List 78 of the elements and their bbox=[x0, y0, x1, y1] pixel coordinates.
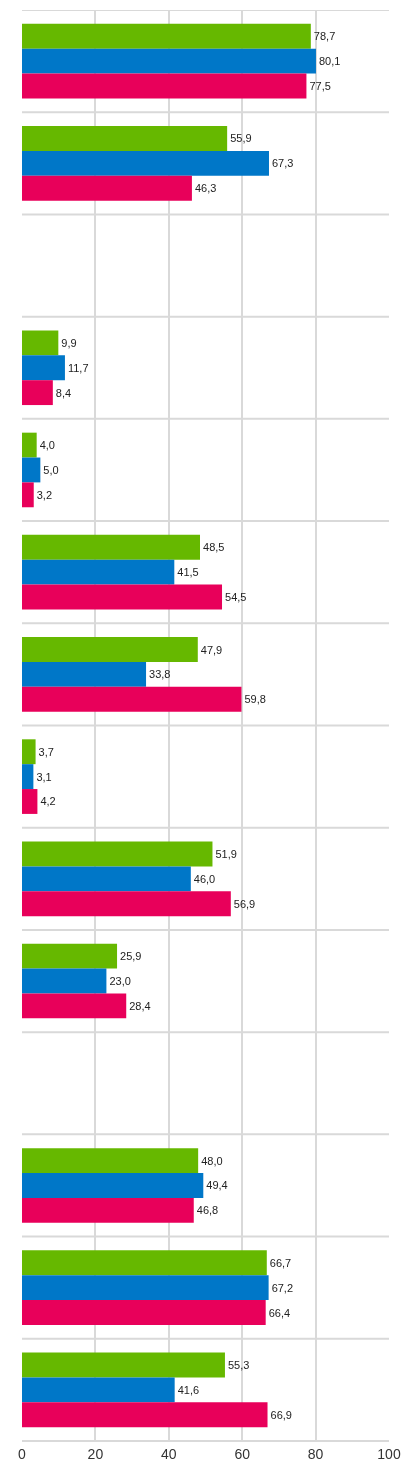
data-label: 77,5 bbox=[309, 79, 331, 92]
x-tick-label: 40 bbox=[161, 1445, 177, 1462]
data-label: 78,7 bbox=[313, 30, 336, 43]
bar bbox=[22, 1300, 266, 1325]
data-label: 56,9 bbox=[233, 897, 256, 910]
data-label: 3,7 bbox=[38, 745, 54, 758]
data-label: 41,5 bbox=[177, 566, 199, 579]
data-label: 67,3 bbox=[271, 157, 294, 170]
bar bbox=[22, 661, 147, 687]
data-label: 59,8 bbox=[244, 693, 266, 706]
data-label: 46,8 bbox=[196, 1204, 219, 1217]
bar bbox=[22, 534, 200, 560]
data-label: 48,5 bbox=[203, 541, 225, 554]
bar bbox=[22, 968, 107, 994]
data-label: 46,3 bbox=[194, 182, 217, 195]
data-label: 4,0 bbox=[39, 439, 55, 452]
data-label: 5,0 bbox=[43, 463, 59, 476]
bar bbox=[22, 73, 307, 99]
x-tick-label: 100 bbox=[377, 1445, 401, 1462]
data-label: 48,0 bbox=[201, 1154, 223, 1167]
data-label: 3,1 bbox=[36, 770, 52, 783]
bar bbox=[22, 559, 175, 585]
bar bbox=[22, 891, 231, 917]
data-label: 51,9 bbox=[215, 847, 237, 860]
bar bbox=[22, 686, 242, 712]
data-label: 67,2 bbox=[271, 1281, 294, 1294]
bar bbox=[22, 584, 223, 610]
x-tick-label: 60 bbox=[234, 1445, 251, 1462]
bar bbox=[22, 1377, 175, 1403]
bar bbox=[22, 432, 37, 458]
bar bbox=[22, 1250, 267, 1276]
data-label: 66,7 bbox=[269, 1256, 292, 1269]
bar bbox=[22, 1173, 204, 1198]
bar bbox=[22, 23, 311, 49]
bar bbox=[22, 943, 118, 969]
data-label: 4,2 bbox=[40, 795, 56, 808]
data-label: 25,9 bbox=[120, 950, 142, 963]
data-label: 8,4 bbox=[55, 386, 72, 399]
data-label: 66,9 bbox=[270, 1408, 292, 1421]
bar bbox=[22, 457, 41, 483]
bar bbox=[22, 48, 316, 74]
bar bbox=[22, 330, 59, 356]
data-label: 80,1 bbox=[318, 55, 341, 68]
x-tick-label: 0 bbox=[18, 1445, 27, 1462]
bar bbox=[22, 380, 53, 406]
bar bbox=[22, 355, 65, 381]
data-label: 55,3 bbox=[227, 1359, 250, 1372]
bar bbox=[22, 1352, 225, 1378]
bar bbox=[22, 126, 228, 151]
data-label: 49,4 bbox=[206, 1179, 228, 1192]
bar bbox=[22, 866, 191, 892]
x-tick-label: 20 bbox=[87, 1445, 104, 1462]
data-label: 46,0 bbox=[193, 872, 216, 885]
data-label: 66,4 bbox=[268, 1306, 291, 1319]
bar bbox=[22, 739, 36, 765]
data-label: 23,0 bbox=[109, 975, 131, 988]
bar bbox=[22, 789, 38, 814]
bar bbox=[22, 993, 127, 1019]
data-label: 33,8 bbox=[149, 668, 171, 681]
bar bbox=[22, 175, 192, 201]
data-label: 47,9 bbox=[200, 643, 223, 656]
data-label: 28,4 bbox=[129, 999, 151, 1012]
bar bbox=[22, 637, 198, 662]
data-label: 55,9 bbox=[230, 132, 252, 145]
data-label: 3,2 bbox=[36, 488, 53, 501]
x-tick-label: 80 bbox=[307, 1445, 324, 1462]
bar bbox=[22, 1275, 269, 1301]
data-label: 54,5 bbox=[225, 591, 247, 604]
bar bbox=[22, 841, 213, 867]
data-label: 9,9 bbox=[61, 336, 77, 349]
bar bbox=[22, 1402, 268, 1428]
data-label: 41,6 bbox=[177, 1383, 200, 1396]
bar bbox=[22, 482, 34, 508]
data-label: 11,7 bbox=[67, 361, 89, 374]
bar bbox=[22, 150, 269, 176]
bar bbox=[22, 1148, 199, 1174]
bar bbox=[22, 1197, 194, 1223]
bar bbox=[22, 764, 34, 790]
